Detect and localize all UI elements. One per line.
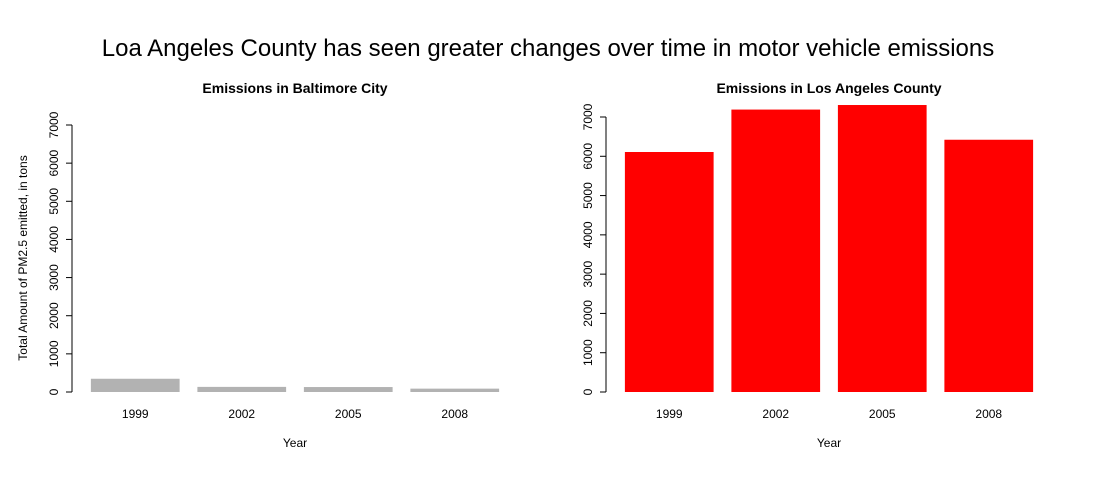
baltimore-bar-2008 [410, 388, 500, 392]
los-angeles-y-tick-label: 1000 [581, 339, 595, 366]
baltimore-x-axis-label: Year [283, 436, 307, 450]
los-angeles-chart-title: Emissions in Los Angeles County [716, 80, 941, 96]
baltimore-x-tick-label: 2005 [335, 407, 362, 421]
los-angeles-x-tick-label: 2005 [869, 407, 896, 421]
baltimore-y-axis: 0 1000 2000 3000 4000 5000 6000 7000 [47, 111, 73, 395]
baltimore-x-tick-label: 1999 [122, 407, 149, 421]
baltimore-bar-1999 [90, 378, 180, 392]
baltimore-chart-panel: Emissions in Baltimore City 0 1000 2000 300… [16, 80, 500, 450]
los-angeles-x-tick-labels: 1999 2002 2005 2008 [656, 407, 1003, 421]
los-angeles-y-tick-label: 4000 [581, 221, 595, 248]
los-angeles-y-tick-label: 7000 [581, 103, 595, 130]
los-angeles-y-tick-label: 0 [581, 388, 595, 395]
baltimore-bar-2005 [303, 387, 393, 392]
baltimore-x-tick-label: 2008 [441, 407, 468, 421]
baltimore-bars [90, 378, 500, 392]
los-angeles-x-tick-label: 2002 [762, 407, 789, 421]
los-angeles-x-axis-label: Year [817, 436, 841, 450]
los-angeles-y-tick-label: 3000 [581, 260, 595, 287]
baltimore-y-tick-label: 0 [47, 388, 61, 395]
los-angeles-x-tick-label: 1999 [656, 407, 683, 421]
los-angeles-y-tick-label: 2000 [581, 300, 595, 327]
los-angeles-y-axis: 0 1000 2000 3000 4000 5000 6000 7000 [581, 103, 607, 395]
los-angeles-bar-2008 [944, 139, 1034, 392]
los-angeles-y-tick-label: 5000 [581, 182, 595, 209]
baltimore-y-tick-label: 6000 [47, 149, 61, 176]
baltimore-chart-title: Emissions in Baltimore City [202, 80, 387, 96]
baltimore-x-tick-labels: 1999 2002 2005 2008 [122, 407, 469, 421]
los-angeles-bar-2005 [837, 105, 927, 393]
baltimore-y-tick-label: 4000 [47, 226, 61, 253]
los-angeles-y-tick-label: 6000 [581, 143, 595, 170]
los-angeles-bars [624, 105, 1034, 393]
baltimore-y-tick-label: 2000 [47, 302, 61, 329]
los-angeles-chart-panel: Emissions in Los Angeles County 0 1000 200… [581, 80, 1034, 450]
baltimore-y-tick-label: 1000 [47, 340, 61, 367]
baltimore-y-tick-label: 3000 [47, 264, 61, 291]
baltimore-x-tick-label: 2002 [228, 407, 255, 421]
baltimore-y-tick-label: 5000 [47, 188, 61, 215]
los-angeles-bar-1999 [624, 152, 714, 392]
los-angeles-bar-2002 [731, 109, 821, 392]
baltimore-y-axis-label: Total Amount of PM2.5 emitted, in tons [16, 155, 30, 360]
baltimore-y-tick-label: 7000 [47, 111, 61, 138]
baltimore-bar-2002 [197, 386, 287, 392]
los-angeles-x-tick-label: 2008 [975, 407, 1002, 421]
figure-title: Loa Angeles County has seen greater chan… [102, 35, 995, 62]
